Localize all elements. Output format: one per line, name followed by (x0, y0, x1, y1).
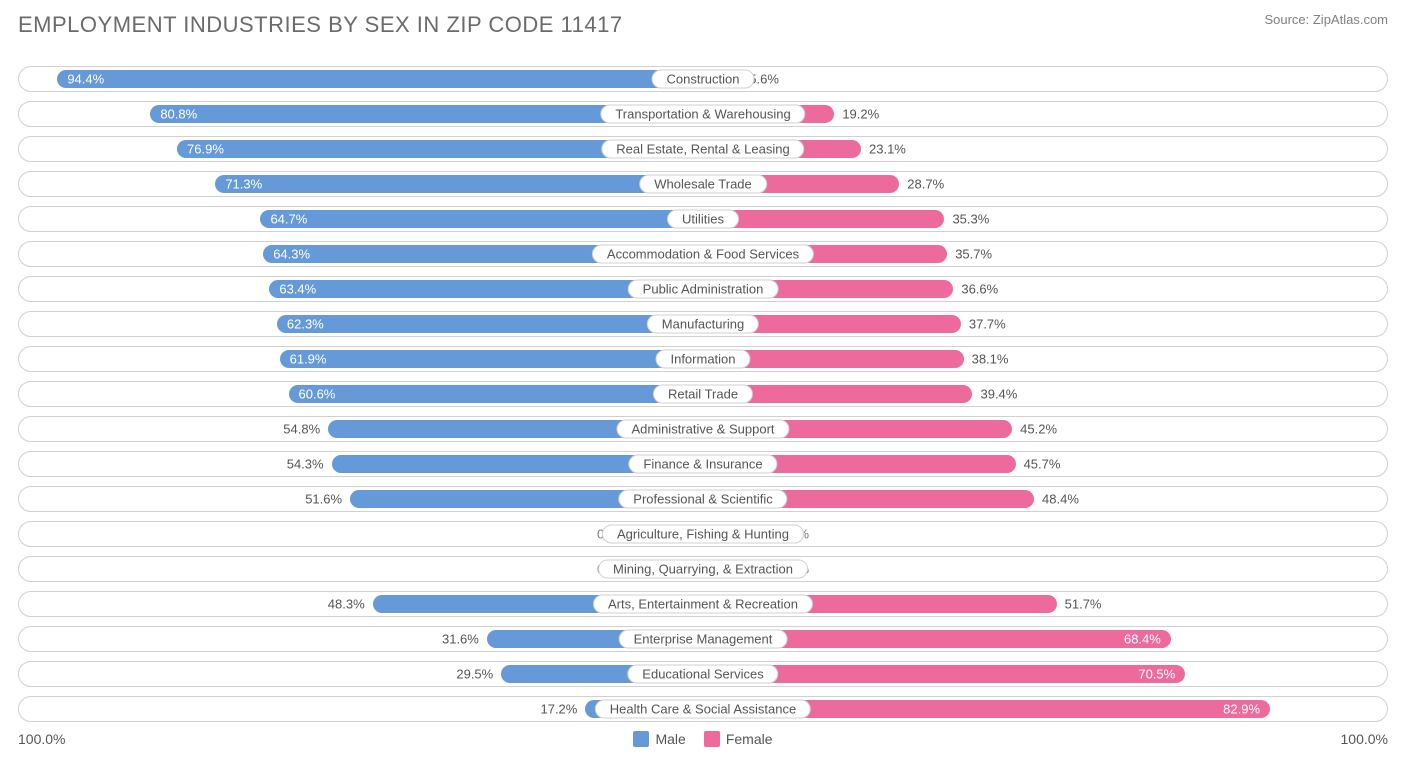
male-value-label: 48.3% (328, 597, 373, 612)
category-label: Construction (652, 70, 755, 89)
category-label: Information (655, 350, 750, 369)
chart-row: 0.0%0.0%Agriculture, Fishing & Hunting (18, 521, 1388, 547)
female-value-label: 45.7% (1016, 457, 1061, 472)
chart-title: EMPLOYMENT INDUSTRIES BY SEX IN ZIP CODE… (18, 12, 623, 38)
category-label: Wholesale Trade (639, 175, 767, 194)
category-label: Retail Trade (653, 385, 753, 404)
chart-footer: 100.0% Male Female 100.0% (18, 731, 1388, 747)
male-value-label: 76.9% (187, 142, 224, 157)
male-value-label: 61.9% (290, 352, 327, 367)
male-value-label: 29.5% (456, 667, 501, 682)
chart-row: 31.6% 68.4% Enterprise Management (18, 626, 1388, 652)
category-label: Agriculture, Fishing & Hunting (602, 525, 804, 544)
category-label: Administrative & Support (616, 420, 789, 439)
chart-row: 62.3% 37.7% Manufacturing (18, 311, 1388, 337)
legend-swatch-male (633, 731, 649, 747)
chart-row: 48.3% 51.7% Arts, Entertainment & Recreati… (18, 591, 1388, 617)
male-bar: 61.9% (280, 350, 703, 368)
axis-label-right: 100.0% (1341, 731, 1388, 747)
chart-row: 63.4% 36.6% Public Administration (18, 276, 1388, 302)
category-label: Enterprise Management (619, 630, 788, 649)
male-value-label: 94.4% (67, 72, 104, 87)
chart-row: 54.8% 45.2% Administrative & Support (18, 416, 1388, 442)
male-value-label: 31.6% (442, 632, 487, 647)
category-label: Arts, Entertainment & Recreation (593, 595, 813, 614)
category-label: Utilities (667, 210, 739, 229)
female-value-label: 35.3% (944, 212, 989, 227)
male-value-label: 71.3% (225, 177, 262, 192)
chart-row: 64.3% 35.7% Accommodation & Food Services (18, 241, 1388, 267)
female-value-label: 23.1% (861, 142, 906, 157)
male-value-label: 17.2% (540, 702, 585, 717)
legend-swatch-female (704, 731, 720, 747)
female-value-label: 35.7% (947, 247, 992, 262)
category-label: Accommodation & Food Services (592, 245, 814, 264)
male-value-label: 54.8% (283, 422, 328, 437)
chart-row: 29.5% 70.5% Educational Services (18, 661, 1388, 687)
female-value-label: 28.7% (899, 177, 944, 192)
axis-label-left: 100.0% (18, 731, 65, 747)
chart-row: 61.9% 38.1% Information (18, 346, 1388, 372)
chart-row: 51.6% 48.4% Professional & Scientific (18, 486, 1388, 512)
category-label: Professional & Scientific (618, 490, 787, 509)
male-bar: 64.7% (260, 210, 703, 228)
male-bar: 71.3% (215, 175, 703, 193)
category-label: Transportation & Warehousing (600, 105, 805, 124)
male-value-label: 64.3% (273, 247, 310, 262)
female-value-label: 48.4% (1034, 492, 1079, 507)
male-bar: 60.6% (289, 385, 704, 403)
male-bar: 94.4% (57, 70, 703, 88)
legend-female: Female (704, 731, 773, 747)
category-label: Real Estate, Rental & Leasing (601, 140, 804, 159)
male-value-label: 63.4% (279, 282, 316, 297)
male-value-label: 51.6% (305, 492, 350, 507)
male-value-label: 64.7% (270, 212, 307, 227)
chart-row: 0.0%0.0%Mining, Quarrying, & Extraction (18, 556, 1388, 582)
female-value-label: 39.4% (972, 387, 1017, 402)
category-label: Educational Services (627, 665, 778, 684)
chart-row: 54.3% 45.7% Finance & Insurance (18, 451, 1388, 477)
chart-row: 64.7%35.3%Utilities (18, 206, 1388, 232)
female-value-label: 68.4% (1124, 632, 1161, 647)
chart-source: Source: ZipAtlas.com (1264, 12, 1388, 27)
category-label: Health Care & Social Assistance (595, 700, 811, 719)
category-label: Manufacturing (647, 315, 759, 334)
chart-row: 94.4%5.6%Construction (18, 66, 1388, 92)
chart-row: 71.3% 28.7% Wholesale Trade (18, 171, 1388, 197)
legend: Male Female (65, 731, 1340, 747)
legend-label-female: Female (726, 731, 773, 747)
diverging-bar-chart: 94.4%5.6%Construction 80.8% 19.2% Transport… (18, 66, 1388, 722)
male-bar: 62.3% (277, 315, 703, 333)
female-bar: 35.3% (703, 210, 944, 228)
male-value-label: 80.8% (160, 107, 197, 122)
legend-label-male: Male (655, 731, 685, 747)
category-label: Finance & Insurance (628, 455, 777, 474)
female-value-label: 82.9% (1223, 702, 1260, 717)
female-value-label: 19.2% (834, 107, 879, 122)
female-value-label: 36.6% (953, 282, 998, 297)
category-label: Public Administration (628, 280, 779, 299)
female-value-label: 38.1% (964, 352, 1009, 367)
chart-header: EMPLOYMENT INDUSTRIES BY SEX IN ZIP CODE… (18, 12, 1388, 38)
legend-male: Male (633, 731, 685, 747)
chart-row: 17.2% 82.9% Health Care & Social Assistanc… (18, 696, 1388, 722)
male-value-label: 62.3% (287, 317, 324, 332)
female-value-label: 45.2% (1012, 422, 1057, 437)
male-value-label: 54.3% (287, 457, 332, 472)
female-value-label: 70.5% (1138, 667, 1175, 682)
chart-row: 76.9% 23.1% Real Estate, Rental & Leasing (18, 136, 1388, 162)
male-value-label: 60.6% (299, 387, 336, 402)
chart-row: 60.6% 39.4% Retail Trade (18, 381, 1388, 407)
category-label: Mining, Quarrying, & Extraction (598, 560, 808, 579)
female-value-label: 51.7% (1057, 597, 1102, 612)
chart-row: 80.8% 19.2% Transportation & Warehousing (18, 101, 1388, 127)
female-value-label: 37.7% (961, 317, 1006, 332)
